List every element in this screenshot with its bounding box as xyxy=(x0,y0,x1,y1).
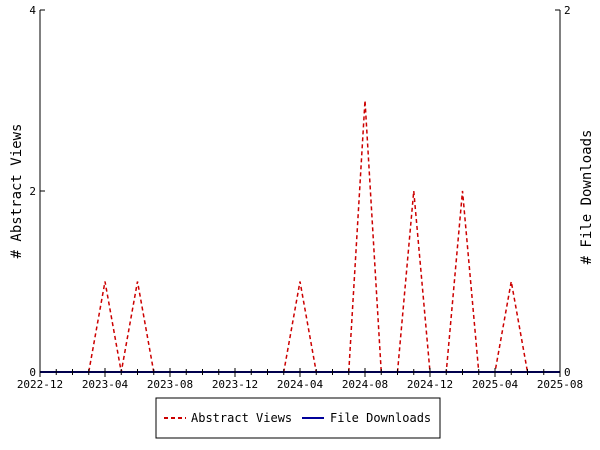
x-tick-label: 2024-04 xyxy=(277,378,324,391)
plot-area xyxy=(40,100,560,373)
y-left-tick-label: 0 xyxy=(29,366,36,379)
y-right-tick-label: 0 xyxy=(564,366,571,379)
y-left-tick-label: 4 xyxy=(29,4,36,17)
legend: Abstract Views File Downloads xyxy=(155,397,441,439)
x-tick-label: 2025-04 xyxy=(472,378,519,391)
axes: 2022-12 2023-04 2023-08 2023-12 2024-04 2024-… xyxy=(17,4,583,391)
x-tick-label: 2022-12 xyxy=(17,378,63,391)
y-right-tick-label: 2 xyxy=(564,4,571,17)
legend-label-file-downloads: File Downloads xyxy=(330,411,431,425)
y-axis-label-left: # Abstract Views xyxy=(9,124,25,259)
y-left-tick-label: 2 xyxy=(29,185,36,198)
x-tick-label: 2025-08 xyxy=(537,378,583,391)
x-tick-label: 2024-08 xyxy=(342,378,388,391)
legend-box xyxy=(155,397,441,439)
x-tick-label: 2024-12 xyxy=(407,378,453,391)
x-tick-label: 2023-08 xyxy=(147,378,193,391)
series-line-abstract-views xyxy=(40,100,560,373)
legend-label-abstract-views: Abstract Views xyxy=(191,411,292,425)
x-tick-label: 2023-04 xyxy=(82,378,129,391)
x-tick-label: 2023-12 xyxy=(212,378,258,391)
y-axis-label-right: # File Downloads xyxy=(579,130,595,265)
